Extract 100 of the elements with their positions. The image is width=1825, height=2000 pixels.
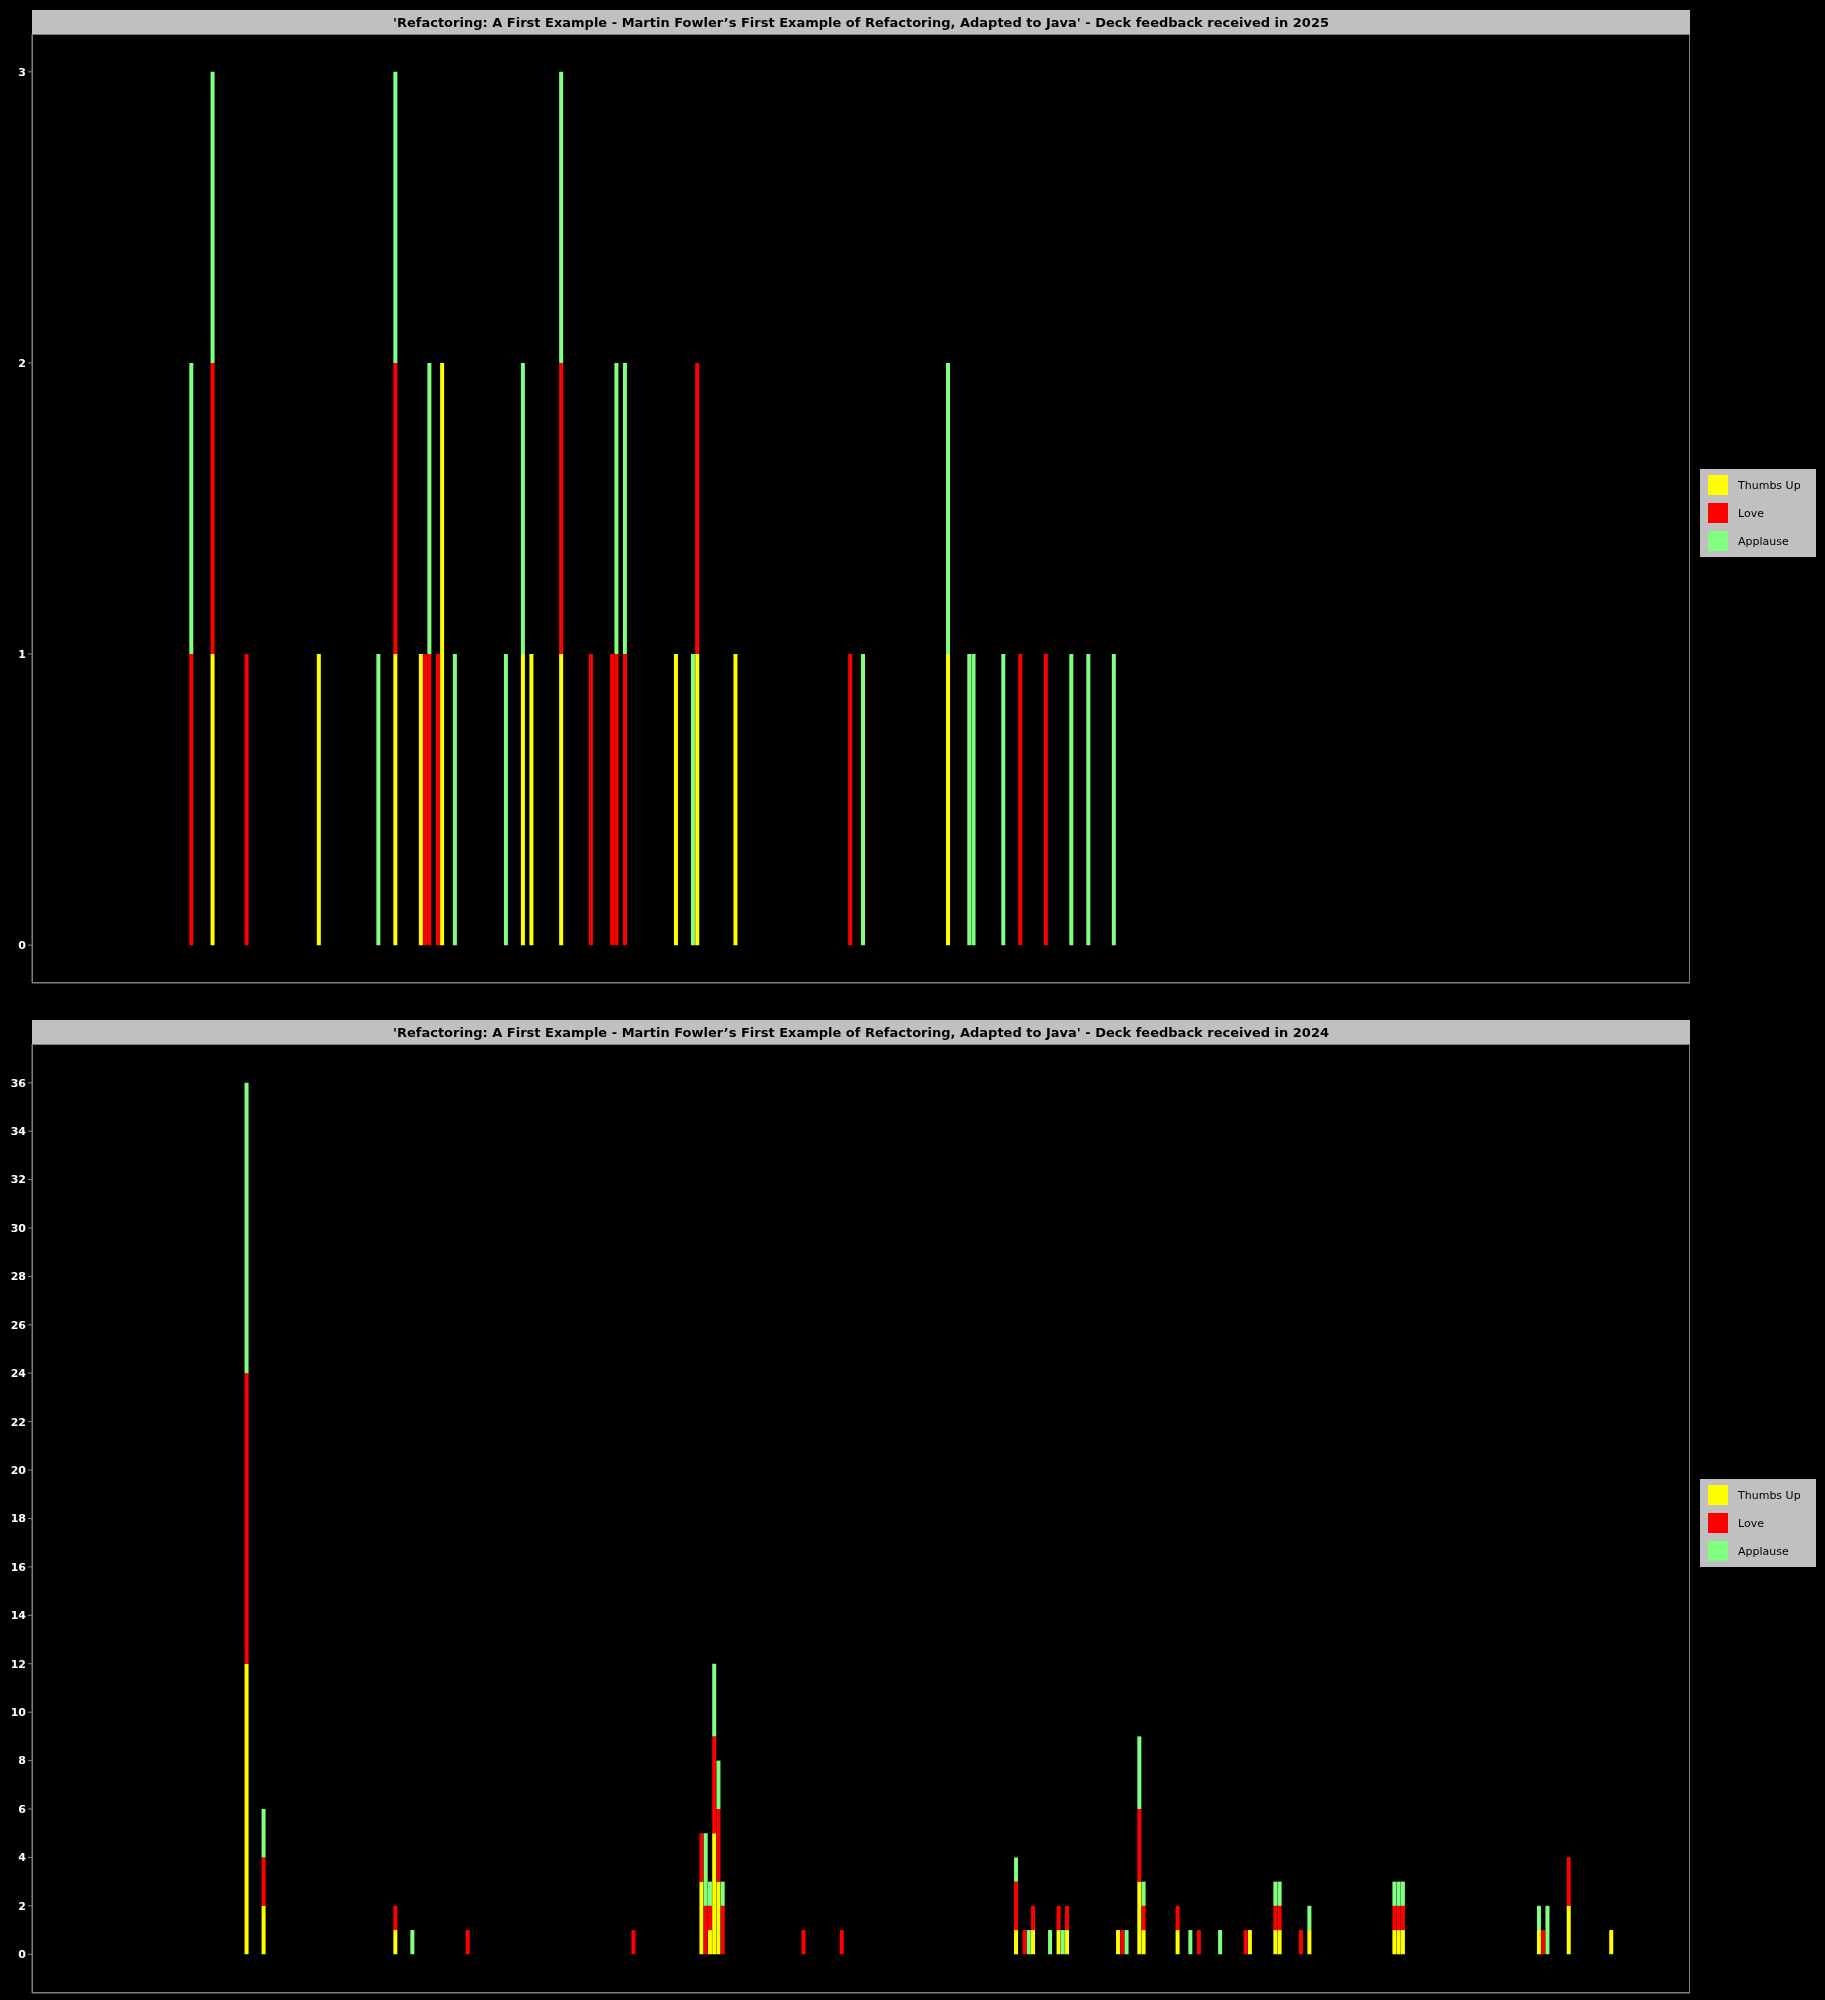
bar xyxy=(452,654,457,946)
bar xyxy=(1069,654,1074,946)
bar xyxy=(848,654,853,946)
bar xyxy=(244,1663,249,1955)
bar xyxy=(1188,1930,1193,1955)
bar xyxy=(1120,1930,1125,1955)
bar xyxy=(520,362,525,655)
legend-label: Love xyxy=(1738,506,1764,520)
bar xyxy=(393,1905,398,1931)
bar xyxy=(1396,1905,1401,1931)
bar xyxy=(622,654,627,946)
bar xyxy=(440,362,445,946)
bar xyxy=(610,654,615,946)
bar xyxy=(801,1930,806,1955)
bar xyxy=(967,654,972,946)
bar xyxy=(1273,1905,1278,1931)
bar xyxy=(559,362,564,655)
bar xyxy=(1060,1930,1065,1955)
bar xyxy=(1566,1857,1571,1906)
y-tick-label: 14 xyxy=(10,1609,27,1623)
y-tick-label: 20 xyxy=(10,1463,27,1477)
bar xyxy=(1541,1930,1546,1955)
bar xyxy=(946,654,951,946)
bar xyxy=(1175,1930,1180,1955)
bar xyxy=(1545,1905,1550,1955)
bar xyxy=(1056,1905,1061,1931)
bar xyxy=(1014,1857,1019,1882)
bar xyxy=(971,654,976,946)
bar xyxy=(393,654,398,946)
y-tick-label: 2 xyxy=(18,1899,26,1913)
bar xyxy=(720,1881,725,1906)
legend-label: Applause xyxy=(1738,1544,1789,1558)
bar xyxy=(716,1760,721,1810)
bar xyxy=(1392,1905,1397,1931)
legend-label: Thumbs Up xyxy=(1738,1488,1801,1502)
bar xyxy=(1307,1930,1312,1955)
y-tick-label: 4 xyxy=(18,1851,27,1865)
bar xyxy=(1609,1930,1614,1955)
chart-title: 'Refactoring: A First Example - Martin Fowler’s First Example of Refactoring, Adapted to Java' - Deck feedback received in 2024 xyxy=(32,1020,1690,1044)
bar xyxy=(1400,1905,1405,1931)
bar xyxy=(699,1881,704,1955)
y-tick-label: 18 xyxy=(10,1512,26,1526)
bar xyxy=(529,654,534,946)
bar xyxy=(427,654,432,946)
bar xyxy=(1086,654,1091,946)
bar xyxy=(520,654,525,946)
bar xyxy=(690,654,695,946)
bar xyxy=(1277,1905,1282,1931)
bar xyxy=(1277,1930,1282,1955)
bar xyxy=(588,654,593,946)
y-tick-label: 36 xyxy=(10,1076,27,1090)
y-tick-label: 3 xyxy=(18,65,26,79)
bar xyxy=(1566,1905,1571,1955)
y-tick-label: 22 xyxy=(10,1415,26,1429)
bar xyxy=(614,654,619,946)
bar xyxy=(703,1905,708,1955)
bar xyxy=(1043,654,1048,946)
bar xyxy=(622,362,627,655)
bar xyxy=(703,1833,708,1906)
bar xyxy=(1392,1881,1397,1906)
bar xyxy=(1014,1881,1019,1931)
bar xyxy=(1018,654,1023,946)
bar xyxy=(1065,1930,1070,1955)
bar xyxy=(1400,1930,1405,1955)
y-tick-label: 12 xyxy=(10,1657,26,1671)
bar xyxy=(1026,1930,1031,1955)
legend-label: Love xyxy=(1738,1516,1764,1530)
bar xyxy=(695,362,700,655)
bar xyxy=(1243,1930,1248,1955)
bar xyxy=(1396,1930,1401,1955)
bar xyxy=(418,654,423,946)
bar xyxy=(376,654,381,946)
bar xyxy=(712,1663,717,1737)
bar xyxy=(244,654,249,946)
bar xyxy=(1396,1881,1401,1906)
bar xyxy=(1014,1930,1019,1955)
bar xyxy=(210,654,215,946)
y-tick-label: 30 xyxy=(10,1221,27,1235)
bar xyxy=(695,654,700,946)
y-tick-label: 0 xyxy=(18,1948,27,1962)
bar xyxy=(1273,1930,1278,1955)
bar xyxy=(1116,1930,1121,1955)
y-tick-label: 8 xyxy=(18,1754,26,1768)
bar xyxy=(244,1082,249,1374)
bar xyxy=(1048,1930,1053,1955)
bar xyxy=(559,71,564,363)
bar xyxy=(1392,1930,1397,1955)
bar xyxy=(699,1833,704,1882)
bar xyxy=(423,654,428,946)
bar xyxy=(1137,1809,1142,1882)
bar xyxy=(1247,1930,1252,1955)
bar xyxy=(861,654,865,946)
y-tick-label: 10 xyxy=(10,1706,27,1720)
bar xyxy=(1298,1930,1303,1955)
y-tick-label: 6 xyxy=(18,1802,27,1816)
bar xyxy=(244,1373,249,1664)
bar xyxy=(393,71,398,363)
bar xyxy=(261,1809,266,1858)
bar xyxy=(427,362,432,655)
bar xyxy=(1536,1905,1541,1931)
